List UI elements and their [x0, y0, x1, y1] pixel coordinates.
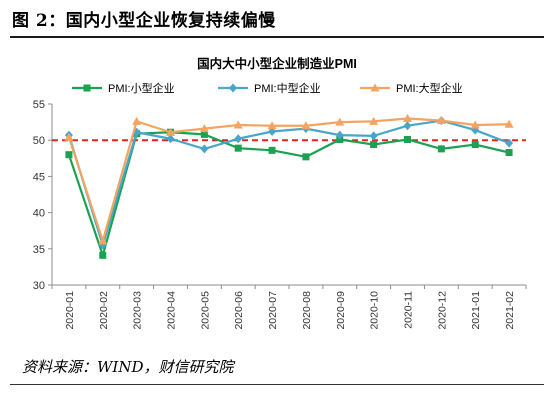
data-point-large: [267, 121, 277, 130]
data-point-medium: [200, 144, 209, 154]
x-tick-label: 2020-12: [436, 291, 448, 330]
chart-title: 国内大中小型企业制造业PMI: [197, 56, 357, 71]
x-tick-label: 2020-09: [335, 291, 347, 330]
x-tick-label: 2020-03: [132, 291, 144, 330]
x-tick-label: 2020-05: [199, 291, 211, 330]
title-divider: [10, 36, 544, 38]
series-group: [64, 113, 514, 259]
data-point-small: [268, 146, 276, 154]
data-point-large: [199, 124, 209, 133]
x-tick-label: 2021-02: [504, 291, 516, 330]
chart-container: 国内大中小型企业制造业PMI PMI:小型企业 PMI:中型企业 PMI:大型企业 …: [20, 48, 534, 348]
x-tick-label: 2020-08: [301, 291, 313, 330]
data-point-large: [233, 120, 243, 129]
data-point-large: [166, 127, 175, 136]
data-point-large: [470, 120, 480, 129]
data-point-medium: [335, 130, 344, 140]
data-point-medium: [505, 138, 514, 148]
pmi-line-chart: 国内大中小型企业制造业PMI PMI:小型企业 PMI:中型企业 PMI:大型企业 …: [33, 56, 527, 330]
data-point-large: [98, 236, 108, 245]
data-point-small: [200, 130, 208, 138]
x-axis: 2020-01 2020-02 2020-03 2020-04 2020-05 2020-…: [51, 284, 527, 330]
legend-label: PMI:中型企业: [254, 81, 321, 95]
legend-item-small: PMI:小型企业: [72, 81, 175, 95]
data-point-small: [234, 144, 242, 152]
chart-legend: PMI:小型企业 PMI:中型企业 PMI:大型企业: [72, 81, 463, 95]
y-tick-label: 55: [33, 99, 45, 111]
x-tick-label: 2020-02: [98, 291, 110, 330]
x-tick-label: 2020-06: [233, 291, 245, 330]
x-tick-label: 2021-01: [470, 291, 482, 330]
x-tick-label: 2020-01: [64, 291, 76, 330]
y-tick-label: 45: [33, 171, 45, 183]
series-line-large: [67, 117, 510, 242]
x-tick-label: 2020-10: [369, 291, 381, 330]
data-point-small: [471, 141, 479, 149]
data-point-large: [504, 119, 514, 128]
y-tick-label: 35: [33, 244, 45, 256]
data-point-medium: [166, 134, 175, 144]
legend-item-large: PMI:大型企业: [360, 81, 463, 95]
x-tick-label: 2020-04: [166, 291, 178, 330]
y-tick-label: 30: [33, 280, 45, 292]
series-large: [64, 113, 514, 245]
legend-marker: [83, 84, 91, 92]
data-point-medium: [369, 131, 378, 141]
x-tick-label: 2020-07: [267, 291, 279, 330]
data-point-medium: [268, 127, 277, 137]
data-point-medium: [403, 121, 412, 131]
data-point-small: [65, 151, 73, 159]
data-point-large: [436, 116, 446, 125]
data-point-small: [505, 149, 513, 157]
y-axis: 30 35 40 45 50 55: [33, 99, 53, 292]
data-point-small: [404, 135, 411, 143]
y-tick-label: 50: [33, 135, 45, 147]
figure-title: 图 2：国内小型企业恢复持续偏慢: [12, 11, 276, 31]
data-point-small: [370, 141, 378, 149]
data-point-large: [132, 116, 142, 125]
data-point-medium: [132, 127, 141, 137]
data-point-large: [369, 116, 379, 125]
data-point-large: [301, 121, 311, 130]
bottom-divider: [10, 384, 544, 385]
source-note: 资料来源：WIND，财信研究院: [22, 358, 234, 376]
data-point-large: [335, 117, 345, 126]
data-point-large: [403, 113, 412, 122]
legend-item-medium: PMI:中型企业: [218, 81, 321, 95]
data-point-small: [99, 251, 107, 259]
legend-label: PMI:大型企业: [396, 81, 463, 95]
data-point-small: [302, 153, 310, 161]
series-line-medium: [67, 119, 510, 247]
legend-marker: [229, 83, 237, 93]
legend-marker: [370, 83, 380, 92]
data-point-small: [437, 145, 445, 153]
legend-label: PMI:小型企业: [108, 81, 175, 95]
series-medium: [64, 116, 514, 250]
data-point-medium: [234, 134, 243, 144]
x-tick-label: 2020-11: [403, 291, 415, 329]
data-point-large: [64, 132, 74, 141]
y-tick-label: 40: [33, 208, 45, 220]
